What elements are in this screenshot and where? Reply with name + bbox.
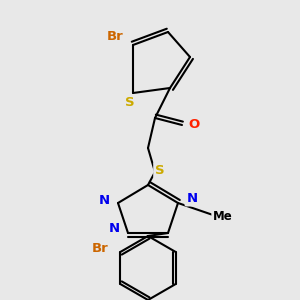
- Text: Me: Me: [213, 211, 233, 224]
- Text: N: N: [98, 194, 110, 208]
- Text: Br: Br: [92, 242, 109, 254]
- Text: N: N: [186, 191, 198, 205]
- Text: Br: Br: [106, 31, 123, 44]
- Text: N: N: [108, 221, 120, 235]
- Text: O: O: [188, 118, 200, 131]
- Text: S: S: [125, 97, 135, 110]
- Text: S: S: [155, 164, 165, 176]
